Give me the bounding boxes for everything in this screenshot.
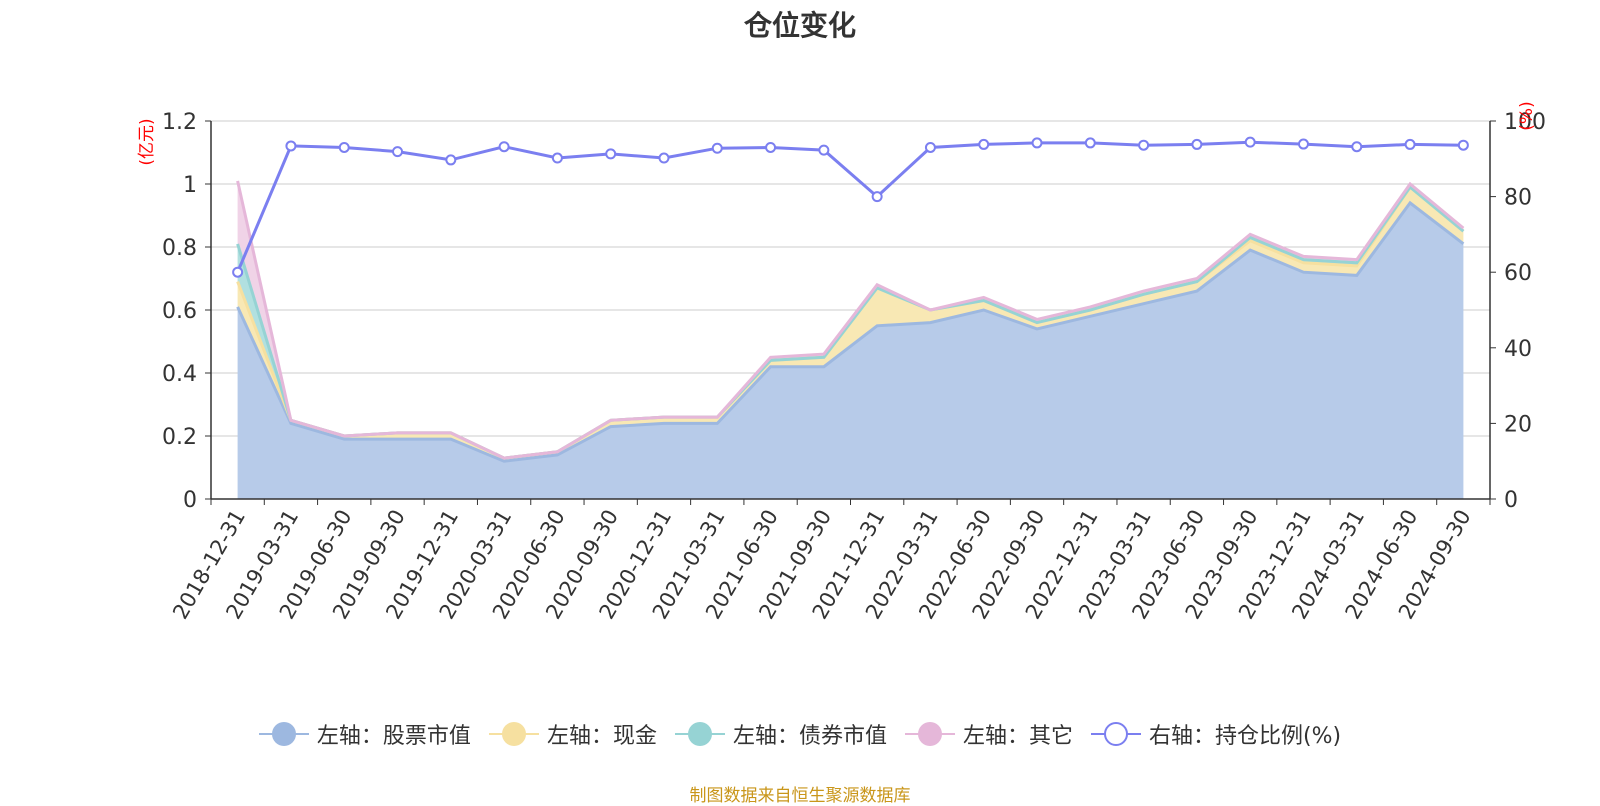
left-tick-label: 1.2 — [162, 110, 197, 135]
legend-label: 左轴：债券市值 — [732, 724, 887, 749]
left-tick-label: 0.8 — [162, 236, 197, 261]
right-tick-label: 100 — [1504, 110, 1546, 135]
left-tick-label: 0.6 — [162, 299, 197, 324]
ratio-point — [498, 141, 510, 153]
legend-item[interactable]: 左轴：现金 — [488, 718, 657, 750]
legend-swatch-icon — [258, 721, 309, 747]
right-tick-label: 0 — [1504, 488, 1518, 513]
ratio-point — [1404, 138, 1416, 150]
ratio-point — [1138, 139, 1150, 151]
stacked-areas — [236, 180, 1465, 499]
ratio-point — [871, 191, 883, 203]
left-tick-label: 0 — [183, 488, 197, 513]
legend-item[interactable]: 左轴：其它 — [904, 718, 1073, 750]
right-tick-label: 20 — [1504, 412, 1532, 437]
area-edge-左轴：股票市值 — [236, 200, 1465, 463]
ratio-point — [392, 146, 404, 158]
legend-label: 右轴：持仓比例(%) — [1148, 724, 1342, 749]
area-edge-左轴：其它 — [236, 180, 1465, 460]
chart-title: 仓位变化 — [743, 9, 856, 42]
legend-item[interactable]: 左轴：股票市值 — [258, 718, 471, 750]
ratio-point — [1031, 137, 1043, 149]
right-tick-label: 80 — [1504, 186, 1532, 211]
legend-label: 左轴：现金 — [546, 724, 657, 749]
ratio-point — [551, 152, 563, 164]
source-note: 制图数据来自恒生聚源数据库 — [689, 786, 911, 806]
legend-swatch-icon — [488, 721, 539, 747]
ratio-line — [232, 136, 1469, 278]
right-tick-label: 40 — [1504, 337, 1532, 362]
ratio-point — [445, 154, 457, 166]
right-tick-label: 60 — [1504, 261, 1532, 286]
left-axis-unit: (亿元) — [137, 118, 157, 165]
legend-item[interactable]: 右轴：持仓比例(%) — [1090, 718, 1342, 750]
ratio-point — [765, 141, 777, 153]
legend-item[interactable]: 左轴：债券市值 — [674, 718, 887, 750]
ratio-point — [924, 141, 936, 153]
ratio-point — [1457, 139, 1469, 151]
legend-label: 左轴：其它 — [962, 724, 1073, 749]
ratio-point — [285, 140, 297, 152]
area-左轴：股票市值 — [237, 202, 1464, 499]
ratio-point — [818, 144, 830, 156]
left-tick-label: 0.4 — [162, 362, 197, 387]
right-axis-unit: (%) — [1517, 101, 1537, 130]
ratio-point — [978, 138, 990, 150]
ratio-point — [1191, 138, 1203, 150]
ratio-line-path — [236, 140, 1464, 273]
left-tick-label: 1 — [183, 173, 197, 198]
legend-swatch-icon — [904, 721, 955, 747]
legend-label: 左轴：股票市值 — [316, 724, 471, 749]
ratio-point — [1244, 136, 1256, 148]
left-tick-label: 0.2 — [162, 425, 197, 450]
ratio-point — [711, 142, 723, 154]
ratio-point — [1297, 138, 1309, 150]
ratio-point — [658, 152, 670, 164]
ratio-point — [1084, 137, 1096, 149]
legend-swatch-icon — [1090, 721, 1141, 747]
legend: 左轴：股票市值 左轴：现金 左轴：债券市值 左轴：其它 右轴：持仓比例(%) — [0, 718, 1600, 750]
ratio-point — [605, 148, 617, 160]
legend-swatch-icon — [674, 721, 725, 747]
ratio-point — [338, 141, 350, 153]
ratio-point — [232, 266, 244, 278]
ratio-point — [1351, 141, 1363, 153]
